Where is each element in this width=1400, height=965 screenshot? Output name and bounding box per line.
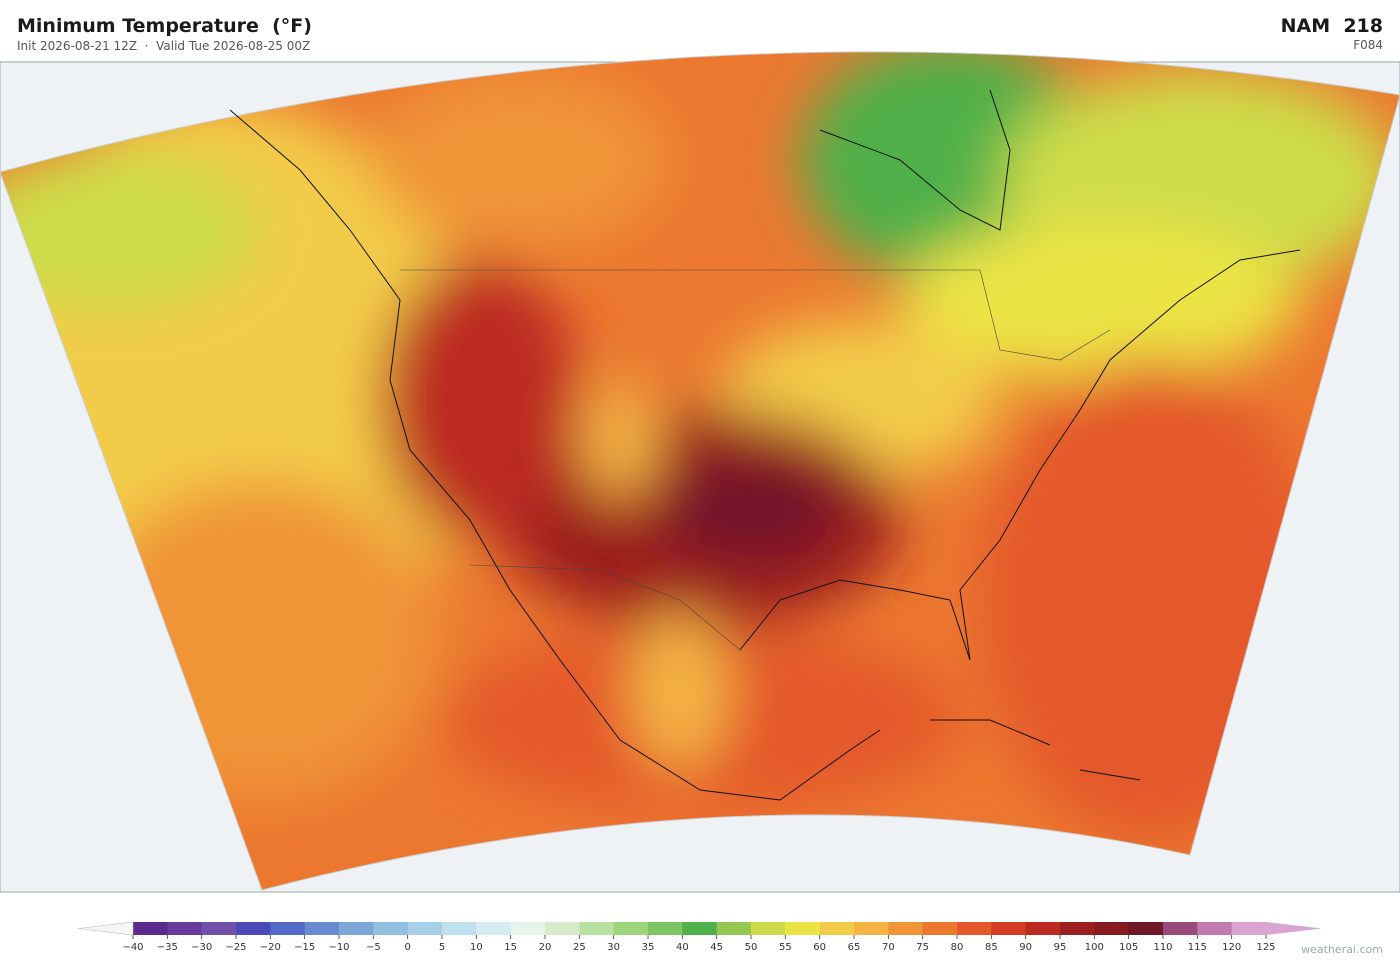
colorbar-bin bbox=[1128, 922, 1164, 935]
colorbar-bin bbox=[407, 922, 443, 935]
colorbar-bin bbox=[1060, 922, 1095, 935]
colorbar-tick-label: 85 bbox=[985, 942, 998, 953]
colorbar-bin bbox=[716, 922, 752, 935]
field-patch bbox=[580, 380, 660, 500]
colorbar-bin bbox=[373, 922, 409, 935]
pacific-coast bbox=[229, 109, 881, 801]
us-mexico-border bbox=[469, 564, 741, 651]
colorbar-bin bbox=[167, 922, 203, 935]
colorbar-bin bbox=[888, 922, 924, 935]
colorbar-tick-label: 70 bbox=[882, 942, 895, 953]
colorbar-bin bbox=[991, 922, 1027, 935]
colorbar-tick-label: −30 bbox=[191, 942, 212, 953]
colorbar-extend-low bbox=[77, 921, 134, 936]
colorbar-bin bbox=[1163, 922, 1198, 935]
colorbar-tick-label: 45 bbox=[710, 942, 723, 953]
colorbar-bin bbox=[133, 922, 168, 935]
colorbar-tick-label: 115 bbox=[1188, 942, 1207, 953]
colorbar-tick-label: 90 bbox=[1019, 942, 1032, 953]
colorbar-tick-label: −10 bbox=[328, 942, 349, 953]
colorbar-tick-label: 65 bbox=[848, 942, 861, 953]
colorbar-bin bbox=[579, 922, 615, 935]
run-info: Init 2026-08-21 12Z · Valid Tue 2026-08-… bbox=[17, 39, 311, 53]
colorbar-tick-label: 25 bbox=[573, 942, 586, 953]
coastlines bbox=[229, 89, 1301, 801]
colorbar-tick-label: 5 bbox=[439, 942, 445, 953]
colorbar-bin bbox=[922, 922, 958, 935]
colorbar-tick-label: 120 bbox=[1222, 942, 1241, 953]
colorbar-tick-label: 60 bbox=[813, 942, 826, 953]
colorbar-bin bbox=[270, 922, 306, 935]
borders bbox=[400, 269, 1111, 651]
colorbar-bin bbox=[751, 922, 786, 935]
field-patch bbox=[380, 260, 580, 540]
field-patch bbox=[660, 460, 840, 560]
us-canada-border bbox=[400, 269, 1111, 361]
colorbar-bin bbox=[1025, 922, 1061, 935]
colorbar-bin bbox=[510, 922, 546, 935]
colorbar-tick-label: 50 bbox=[745, 942, 758, 953]
colorbar-tick-label: −5 bbox=[366, 942, 381, 953]
colorbar-tick-label: −40 bbox=[122, 942, 143, 953]
colorbar-bin bbox=[1231, 922, 1267, 935]
colorbar-extend-high bbox=[1266, 922, 1322, 935]
colorbar-tick-label: 80 bbox=[951, 942, 964, 953]
colorbar-tick-label: 110 bbox=[1153, 942, 1172, 953]
colorbar-bin bbox=[442, 922, 477, 935]
colorbar-tick-label: 55 bbox=[779, 942, 792, 953]
map-title: Minimum Temperature (°F) bbox=[17, 15, 312, 37]
colorbar-bin bbox=[682, 922, 718, 935]
colorbar-tick-label: 95 bbox=[1054, 942, 1067, 953]
colorbar-tick-label: 20 bbox=[539, 942, 552, 953]
atlantic-gulf-coast bbox=[739, 249, 1301, 661]
forecast-hour: F084 bbox=[1353, 38, 1383, 52]
colorbar-bin bbox=[957, 922, 992, 935]
colorbar-bin bbox=[854, 922, 889, 935]
colorbar-bin bbox=[339, 922, 374, 935]
hudson-bay bbox=[819, 89, 1011, 231]
colorbar-tick-label: 40 bbox=[676, 942, 689, 953]
colorbar-tick-label: 10 bbox=[470, 942, 483, 953]
colorbar-bin bbox=[476, 922, 512, 935]
field-patch bbox=[630, 610, 730, 770]
colorbar-tick-label: −25 bbox=[225, 942, 246, 953]
colorbar-tick-label: 0 bbox=[404, 942, 410, 953]
colorbar-bin bbox=[613, 922, 649, 935]
colorbar-tick-label: 100 bbox=[1085, 942, 1104, 953]
credit: weatherai.com bbox=[1301, 943, 1383, 956]
colorbar-tick-label: 75 bbox=[916, 942, 929, 953]
colorbar-tick-label: 30 bbox=[607, 942, 620, 953]
caribbean bbox=[930, 719, 1141, 781]
colorbar-tick-label: −15 bbox=[294, 942, 315, 953]
colorbar-tick-label: 125 bbox=[1256, 942, 1275, 953]
colorbar-bin bbox=[236, 922, 271, 935]
colorbar-tick-label: −35 bbox=[157, 942, 178, 953]
colorbar-tick-label: −20 bbox=[260, 942, 281, 953]
colorbar-tick-label: 105 bbox=[1119, 942, 1138, 953]
colorbar-bin bbox=[545, 922, 580, 935]
colorbar-bin bbox=[785, 922, 821, 935]
colorbar-bin bbox=[648, 922, 683, 935]
colorbar-tick-label: 15 bbox=[504, 942, 517, 953]
colorbar-bin bbox=[1094, 922, 1130, 935]
field-patch bbox=[370, 70, 670, 250]
colorbar-tick-label: 35 bbox=[642, 942, 655, 953]
colorbar-bin bbox=[304, 922, 340, 935]
model-name: NAM 218 bbox=[1280, 15, 1383, 37]
colorbar-bin bbox=[1197, 922, 1233, 935]
field-patch bbox=[900, 220, 1300, 380]
domain-outline bbox=[0, 51, 1400, 891]
colorbar-bin bbox=[819, 922, 855, 935]
colorbar-bin bbox=[201, 922, 237, 935]
